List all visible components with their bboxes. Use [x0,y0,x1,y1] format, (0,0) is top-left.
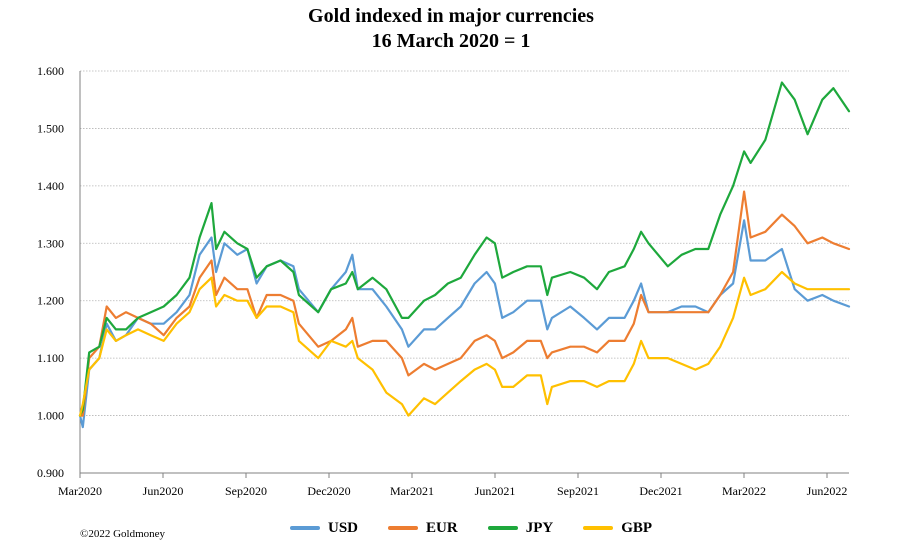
legend-label: GBP [621,519,653,536]
legend-label: USD [328,519,359,536]
legend-label: EUR [426,519,458,536]
legend: USD EUR JPY GBP [290,517,682,539]
legend-item-usd: USD [290,520,358,537]
y-tick-label: 1.500 [37,121,64,135]
y-tick-label: 1.000 [37,409,64,423]
legend-swatch [583,526,614,530]
x-axis-ticks: Mar2020 Jun2020 Sep2020 Dec2020 Mar2021 Jun20… [58,473,847,498]
y-tick-label: 1.400 [37,179,64,193]
x-tick-label: Jun2022 [807,484,848,498]
x-tick-label: Sep2020 [225,484,267,498]
x-tick-label: Dec2020 [307,484,350,498]
series-line-jpy [78,81,851,417]
y-axis-ticks: 0.900 1.000 1.100 1.200 1.300 1.400 1.500 1.600 [37,64,64,480]
legend-swatch [388,526,419,530]
x-tick-label: Mar2021 [390,484,434,498]
legend-item-eur: EUR [388,520,458,537]
copyright-note: ©2022 Goldmoney [80,528,166,540]
x-tick-label: Mar2022 [722,484,766,498]
legend-item-gbp: GBP [583,520,652,537]
legend-swatch [290,526,320,530]
x-tick-label: Mar2020 [58,484,102,498]
series-lines [78,81,851,429]
chart-subtitle: 16 March 2020 = 1 [371,30,531,52]
series-line-gbp [78,270,851,417]
y-tick-label: 1.100 [37,351,64,365]
x-tick-label: Jun2020 [143,484,184,498]
chart-title-block: Gold indexed in major currencies 16 Marc… [0,4,902,54]
legend-label: JPY [525,519,554,536]
x-tick-label: Jun2021 [475,484,516,498]
legend-swatch [487,526,518,530]
x-tick-label: Dec2021 [639,484,682,498]
y-tick-label: 1.200 [37,294,64,308]
y-tick-label: 0.900 [37,466,64,480]
y-tick-label: 1.600 [37,64,64,78]
chart-title: Gold indexed in major currencies [308,5,594,27]
series-line-eur [78,190,851,417]
y-tick-label: 1.300 [37,236,64,250]
legend-item-jpy: JPY [487,519,554,537]
x-tick-label: Sep2021 [557,484,599,498]
